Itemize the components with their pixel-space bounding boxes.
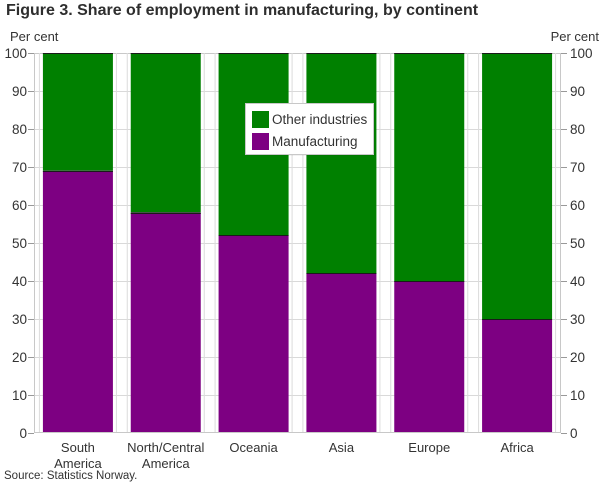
- bar-segment-other-industries-europe[interactable]: [394, 53, 465, 281]
- y-tick-label-right: 50: [570, 236, 585, 251]
- bar-segment-other-industries-africa[interactable]: [482, 53, 553, 319]
- y-tick-label-left: 30: [12, 312, 27, 327]
- y-tick-label-right: 20: [570, 350, 585, 365]
- x-axis-label-asia: Asia: [329, 440, 355, 455]
- y-tick-label-right: 60: [570, 198, 585, 213]
- legend-item-manufacturing[interactable]: Manufacturing: [252, 130, 373, 152]
- y-tick-label-right: 100: [570, 46, 593, 61]
- source-note: Source: Statistics Norway.: [4, 470, 138, 482]
- y-tick-label-left: 80: [12, 122, 27, 137]
- y-tick-label-right: 80: [570, 122, 585, 137]
- legend-swatch-other-industries: [252, 110, 269, 128]
- bar-segment-manufacturing-south-america[interactable]: [42, 170, 113, 434]
- y-tick-label-left: 20: [12, 350, 27, 365]
- bar-segment-manufacturing-africa[interactable]: [482, 319, 553, 433]
- y-tick-label-right: 0: [570, 426, 578, 441]
- y-tick-label-left: 70: [12, 160, 27, 175]
- legend-label: Manufacturing: [272, 133, 358, 149]
- y-tick-label-left: 0: [19, 426, 27, 441]
- chart-area: South America North/Central America Oceania A…: [4, 29, 600, 471]
- x-axis-label-africa: Africa: [500, 440, 534, 455]
- legend-item-other-industries[interactable]: Other industries: [252, 108, 373, 130]
- x-axis-label-oceania: Oceania: [229, 440, 278, 455]
- y-tick-label-left: 40: [12, 274, 27, 289]
- stacked-bar-chart: South America North/Central America Oceania A…: [4, 29, 600, 471]
- bar-segment-other-industries-asia[interactable]: [306, 53, 377, 274]
- bar-segment-other-industries-north-central-america[interactable]: [130, 53, 201, 213]
- figure-title: Figure 3. Share of employment in manufac…: [6, 2, 479, 19]
- x-axis-label-north-central-america: North/Central America: [127, 440, 204, 471]
- y-tick-label-right: 30: [570, 312, 585, 327]
- bar-segment-manufacturing-asia[interactable]: [306, 273, 377, 433]
- bar-segment-manufacturing-north-central-america[interactable]: [130, 212, 201, 433]
- y-tick-label-right: 40: [570, 274, 585, 289]
- y-axis-title-right: Per cent: [551, 29, 600, 44]
- x-axis-label-south-america: South America: [54, 440, 102, 471]
- bar-segment-manufacturing-europe[interactable]: [394, 281, 465, 433]
- chart-legend: Other industries Manufacturing: [245, 103, 374, 155]
- bar-segment-other-industries-south-america[interactable]: [42, 53, 113, 171]
- y-tick-label-right: 70: [570, 160, 585, 175]
- y-tick-label-right: 90: [570, 84, 585, 99]
- y-tick-label-left: 90: [12, 84, 27, 99]
- y-tick-label-left: 100: [4, 46, 27, 61]
- legend-label: Other industries: [272, 111, 368, 127]
- y-axis-title-left: Per cent: [10, 29, 59, 44]
- y-tick-label-left: 50: [12, 236, 27, 251]
- y-tick-label-right: 10: [570, 388, 585, 403]
- y-tick-label-left: 10: [12, 388, 27, 403]
- legend-swatch-manufacturing: [252, 132, 269, 150]
- x-axis-label-europe: Europe: [408, 440, 450, 455]
- bar-segment-manufacturing-oceania[interactable]: [218, 235, 289, 433]
- y-tick-label-left: 60: [12, 198, 27, 213]
